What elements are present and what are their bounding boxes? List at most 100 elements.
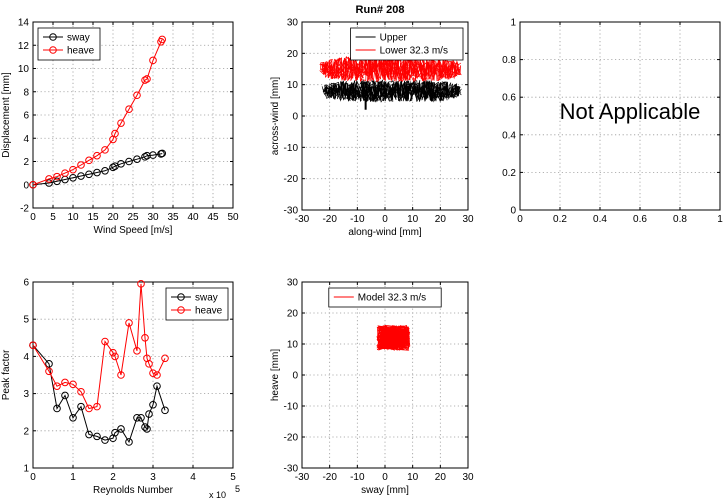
data-point-sway xyxy=(149,151,157,159)
data-point-heave xyxy=(77,387,85,396)
y-tick-label: 0.8 xyxy=(502,55,516,66)
data-point-sway xyxy=(145,410,153,418)
data-point-heave xyxy=(143,75,151,83)
data-point-heave xyxy=(141,334,149,342)
data-point-heave xyxy=(69,165,77,174)
x-tick-label: -20 xyxy=(322,214,337,225)
data-point-heave xyxy=(85,156,93,165)
y-tick-label: 6 xyxy=(23,278,29,289)
x-exponent-power: 5 xyxy=(235,484,240,494)
data-point-heave xyxy=(45,367,53,376)
legend-marker-sway xyxy=(49,33,57,41)
data-point-sway xyxy=(161,406,169,415)
panel-sway-heave: -30 -20 -10 0 10 20 30 -30 -20 -10 0 10 20 30 sway [mm… xyxy=(270,278,474,497)
x-axis-label: Wind Speed [m/s] xyxy=(94,225,173,236)
data-point-heave xyxy=(117,119,125,127)
x-tick-label: 4 xyxy=(190,472,196,483)
y-tick-label: -30 xyxy=(284,464,299,475)
trace-Upper xyxy=(324,80,459,103)
x-tick-label: 40 xyxy=(187,212,199,223)
x-tick-label: 10 xyxy=(407,214,419,225)
data-point-sway xyxy=(143,151,151,160)
y-tick-label: 0.6 xyxy=(502,93,516,104)
data-point-sway xyxy=(69,413,77,422)
y-tick-label: 4 xyxy=(23,134,29,145)
x-axis-label: along-wind [mm] xyxy=(348,227,422,238)
data-point-sway xyxy=(158,149,166,158)
y-tick-label: -10 xyxy=(284,402,299,413)
data-point-sway xyxy=(125,438,133,446)
plot-area xyxy=(519,21,721,211)
y-tick-label: 0.2 xyxy=(502,168,516,179)
y-axis-label: across-wind [mm] xyxy=(270,77,281,156)
data-point-heave xyxy=(53,382,61,390)
x-tick-label: -30 xyxy=(295,472,310,483)
x-tick-label: 5 xyxy=(230,472,236,483)
series-line-sway xyxy=(32,344,166,444)
data-point-sway xyxy=(53,177,61,186)
y-tick-label: 10 xyxy=(287,80,299,91)
data-point-heave xyxy=(133,347,141,355)
legend-marker-sway xyxy=(177,293,185,301)
x-tick-label: 5 xyxy=(50,212,56,223)
x-tick-label: 0 xyxy=(517,214,523,225)
x-tick-label: -30 xyxy=(295,214,310,225)
data-point-heave xyxy=(69,380,77,389)
legend: Model 32.3 m/s xyxy=(328,287,442,308)
legend-label-sway: sway xyxy=(195,293,218,304)
series-line-heave xyxy=(32,39,163,186)
x-tick-label: 35 xyxy=(167,212,179,223)
data-point-sway xyxy=(93,432,101,441)
data-point-sway xyxy=(141,423,149,431)
legend: sway heave xyxy=(37,27,101,61)
x-tick-label: 0.6 xyxy=(633,214,647,225)
y-tick-label: 8 xyxy=(23,87,29,98)
x-tick-label: 30 xyxy=(462,472,474,483)
y-axis-label: Peak factor xyxy=(1,349,12,400)
y-tick-label: 1 xyxy=(23,464,29,475)
x-exponent: x 10 xyxy=(209,490,226,500)
data-point-sway xyxy=(143,425,151,433)
data-point-heave xyxy=(161,354,169,363)
x-tick-label: 1 xyxy=(70,472,76,483)
data-point-heave xyxy=(158,35,166,44)
data-point-heave xyxy=(125,105,133,113)
y-tick-label: -30 xyxy=(284,206,299,217)
x-tick-label: 30 xyxy=(147,212,159,223)
data-point-sway xyxy=(77,402,85,411)
x-tick-label: 0 xyxy=(30,212,36,223)
legend-label-sway: sway xyxy=(67,33,90,44)
data-point-sway xyxy=(149,400,157,409)
panel-not-applicable: 0 0.2 0.4 0.6 0.8 1 0 0.2 0.4 0.6 0.8 1 Not Applicab… xyxy=(502,18,723,226)
x-tick-label: 15 xyxy=(87,212,99,223)
y-tick-label: 20 xyxy=(287,309,299,320)
legend-box xyxy=(37,27,101,61)
y-axis-label: Displacement [mm] xyxy=(1,72,12,158)
x-tick-label: 0.8 xyxy=(673,214,687,225)
y-tick-label: 4 xyxy=(23,352,29,363)
y-tick-label: 5 xyxy=(23,315,29,326)
legend-marker-heave xyxy=(177,306,185,314)
data-point-heave xyxy=(29,341,37,350)
x-tick-label: 2 xyxy=(110,472,116,483)
x-tick-label: 20 xyxy=(435,472,447,483)
panel-along-across: -30 -20 -10 0 10 20 30 -30 -20 -10 0 10 20 30 along-wi… xyxy=(270,18,474,239)
legend-box xyxy=(350,27,464,61)
y-tick-label: -20 xyxy=(284,174,299,185)
data-point-sway xyxy=(45,179,53,187)
data-point-sway xyxy=(125,157,133,166)
data-point-heave xyxy=(149,369,157,377)
data-point-heave xyxy=(45,175,53,183)
legend-label-heave: heave xyxy=(67,46,95,57)
data-point-heave xyxy=(109,348,117,357)
series-line-heave xyxy=(32,283,166,410)
y-tick-label: 0.4 xyxy=(502,130,516,141)
data-point-sway xyxy=(85,430,93,439)
data-point-heave xyxy=(77,161,85,169)
data-point-sway xyxy=(101,167,109,175)
x-tick-label: 30 xyxy=(462,214,474,225)
x-tick-label: -10 xyxy=(350,472,365,483)
data-point-heave xyxy=(61,378,69,387)
x-tick-label: 0.4 xyxy=(593,214,607,225)
